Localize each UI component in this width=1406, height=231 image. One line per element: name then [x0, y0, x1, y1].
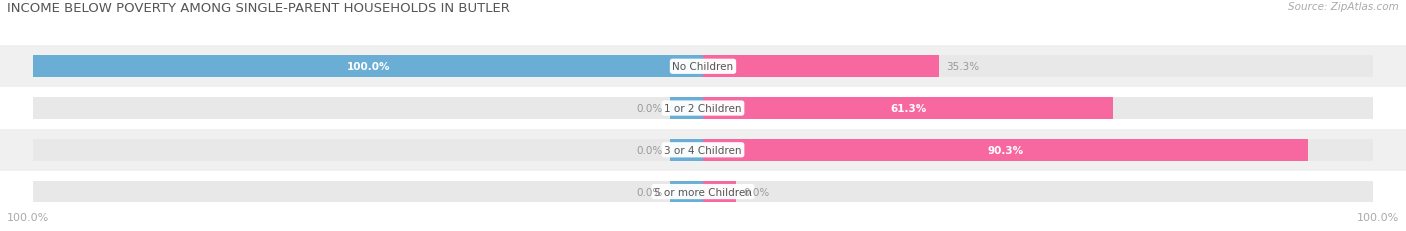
Bar — [703, 56, 939, 78]
Bar — [703, 181, 737, 203]
Bar — [0, 88, 1406, 129]
Bar — [703, 98, 1114, 119]
Bar — [0, 171, 1406, 213]
Text: Source: ZipAtlas.com: Source: ZipAtlas.com — [1288, 2, 1399, 12]
Text: 3 or 4 Children: 3 or 4 Children — [664, 145, 742, 155]
Bar — [34, 56, 703, 78]
Bar — [703, 56, 1372, 78]
Text: 100.0%: 100.0% — [7, 212, 49, 222]
Bar — [34, 181, 703, 203]
Text: 5 or more Children: 5 or more Children — [654, 187, 752, 197]
Text: 0.0%: 0.0% — [637, 187, 662, 197]
Bar — [34, 139, 703, 161]
Bar — [703, 139, 1372, 161]
Text: 0.0%: 0.0% — [637, 145, 662, 155]
Bar — [703, 139, 1308, 161]
Text: 1 or 2 Children: 1 or 2 Children — [664, 103, 742, 114]
Bar — [34, 56, 703, 78]
Text: 0.0%: 0.0% — [637, 103, 662, 114]
Bar — [703, 98, 1372, 119]
Bar — [0, 46, 1406, 88]
Bar — [669, 98, 703, 119]
Text: 0.0%: 0.0% — [744, 187, 769, 197]
Bar — [669, 139, 703, 161]
Text: INCOME BELOW POVERTY AMONG SINGLE-PARENT HOUSEHOLDS IN BUTLER: INCOME BELOW POVERTY AMONG SINGLE-PARENT… — [7, 2, 510, 15]
Bar — [703, 181, 1372, 203]
Bar — [669, 181, 703, 203]
Text: 61.3%: 61.3% — [890, 103, 927, 114]
Bar — [34, 98, 703, 119]
Bar — [0, 129, 1406, 171]
Text: No Children: No Children — [672, 62, 734, 72]
Text: 100.0%: 100.0% — [1357, 212, 1399, 222]
Text: 100.0%: 100.0% — [346, 62, 389, 72]
Text: 90.3%: 90.3% — [987, 145, 1024, 155]
Text: 35.3%: 35.3% — [946, 62, 979, 72]
